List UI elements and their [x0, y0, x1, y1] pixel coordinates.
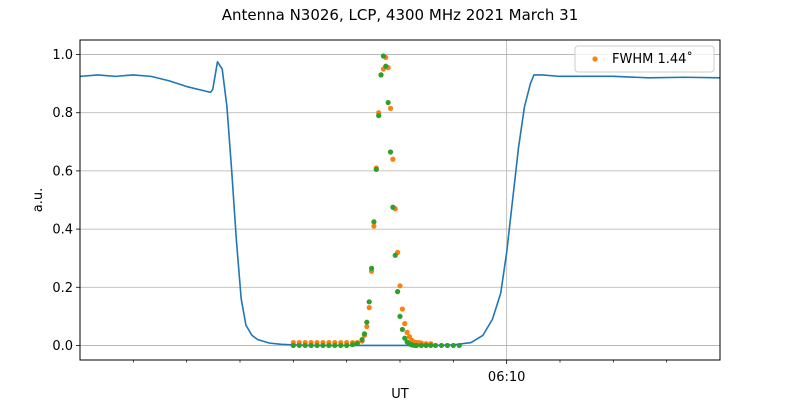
- x-axis: 06:10: [132, 360, 668, 385]
- point-fit: [392, 252, 398, 258]
- point-fit: [444, 342, 451, 349]
- point-fit: [296, 342, 302, 349]
- point-fit: [376, 113, 382, 119]
- point-fwhm: [364, 323, 370, 330]
- point-fwhm: [404, 329, 410, 335]
- y-axis-label: a.u.: [31, 188, 46, 212]
- x-axis-label: UT: [391, 387, 409, 400]
- point-fit: [366, 299, 372, 305]
- point-fwhm: [387, 105, 394, 111]
- point-fit: [428, 342, 434, 349]
- point-fit: [344, 342, 350, 349]
- point-fit: [387, 149, 394, 155]
- point-fit: [378, 72, 384, 78]
- legend-label-fwhm: FWHM 1.44˚: [612, 51, 693, 67]
- y-axis: 0.0 0.2 0.4 0.6 0.8 1.0: [52, 48, 80, 354]
- y-tick-label: 0.2: [52, 281, 73, 296]
- y-tick-label: 0.0: [52, 339, 73, 354]
- y-tick-label: 1.0: [52, 48, 73, 63]
- point-fit: [395, 289, 401, 295]
- x-tick-label: 06:10: [488, 370, 525, 385]
- point-fit: [438, 342, 445, 349]
- point-fit: [326, 342, 332, 349]
- point-fit: [385, 99, 391, 106]
- point-fit: [332, 342, 338, 349]
- point-fit: [432, 342, 439, 349]
- point-fit: [390, 204, 396, 210]
- point-fit: [302, 342, 308, 349]
- legend-box: [574, 45, 715, 73]
- point-fit: [314, 342, 320, 349]
- chart-title: Antenna N3026, LCP, 4300 MHz 2021 March …: [222, 6, 579, 24]
- point-fit: [423, 342, 429, 349]
- point-fit: [402, 335, 408, 341]
- point-fit: [338, 342, 344, 349]
- series-line-scan: [79, 61, 721, 347]
- point-fit: [290, 342, 296, 349]
- point-fit: [371, 219, 377, 225]
- point-fit: [397, 313, 403, 319]
- legend-marker-fwhm: [592, 56, 598, 62]
- point-fwhm: [402, 321, 408, 327]
- plot-area: [79, 53, 721, 349]
- point-fit: [359, 337, 365, 343]
- point-fit: [399, 326, 405, 333]
- point-fwhm: [390, 156, 396, 162]
- point-fit: [364, 319, 370, 325]
- point-fit: [308, 342, 314, 349]
- point-fit: [413, 342, 420, 349]
- point-fwhm: [399, 306, 405, 312]
- y-tick-label: 0.6: [52, 164, 73, 179]
- point-fit: [383, 63, 389, 69]
- point-fit: [450, 342, 456, 349]
- point-fwhm: [397, 283, 403, 289]
- point-fit: [320, 342, 326, 349]
- y-tick-label: 0.8: [52, 106, 73, 121]
- point-fit: [373, 166, 379, 173]
- point-fwhm: [371, 223, 377, 229]
- point-fit: [354, 340, 360, 347]
- point-fit: [368, 265, 375, 271]
- y-tick-label: 0.4: [52, 223, 73, 238]
- point-fit: [361, 331, 368, 337]
- point-fwhm: [366, 305, 372, 311]
- legend: FWHM 1.44˚: [574, 45, 715, 73]
- point-fit: [380, 53, 387, 59]
- point-fit: [418, 342, 424, 349]
- point-fit: [349, 341, 356, 348]
- point-fit: [456, 342, 462, 349]
